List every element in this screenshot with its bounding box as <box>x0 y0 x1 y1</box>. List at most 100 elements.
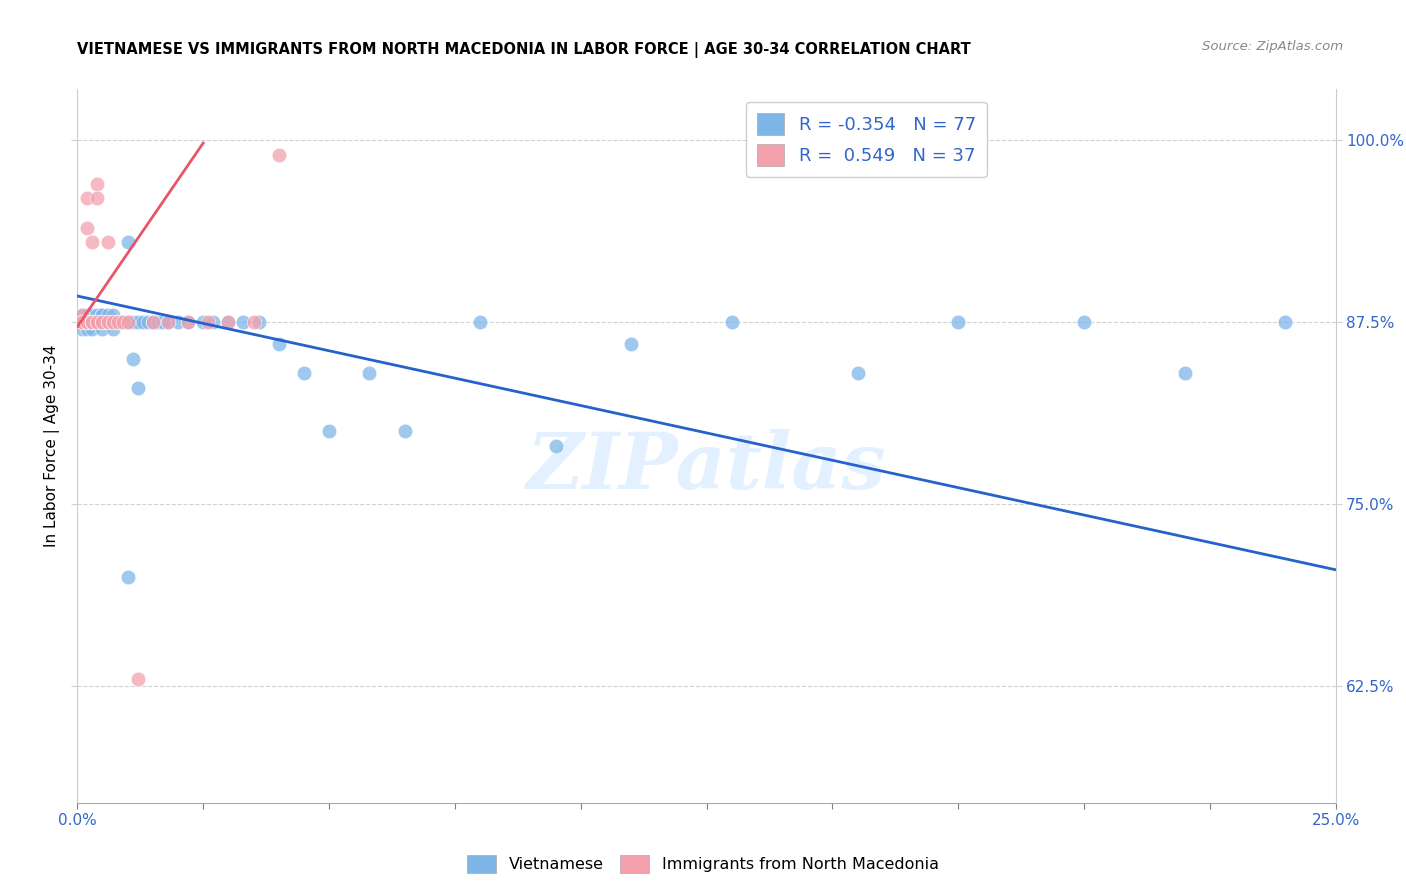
Point <box>76 191 98 205</box>
Point <box>76 315 98 329</box>
Point <box>96 315 118 329</box>
Point <box>107 315 129 329</box>
Point <box>82 322 104 336</box>
Point <box>76 315 98 329</box>
Point <box>91 315 114 329</box>
Point <box>111 315 134 329</box>
Point <box>91 315 114 329</box>
Point <box>121 315 143 329</box>
Point <box>96 315 118 329</box>
Point <box>156 315 179 329</box>
Point <box>72 308 94 322</box>
Point <box>156 315 179 329</box>
Point <box>117 570 139 584</box>
Point <box>86 315 108 329</box>
Point <box>111 315 134 329</box>
Point <box>86 308 108 322</box>
Point <box>620 337 643 351</box>
Point <box>197 315 219 329</box>
Point <box>91 315 114 329</box>
Point <box>142 315 165 329</box>
Point <box>72 315 94 329</box>
Point <box>72 315 94 329</box>
Point <box>76 315 98 329</box>
Point <box>242 315 264 329</box>
Point <box>177 315 200 329</box>
Y-axis label: In Labor Force | Age 30-34: In Labor Force | Age 30-34 <box>44 344 60 548</box>
Point <box>846 366 869 380</box>
Point <box>76 315 98 329</box>
Point <box>720 315 742 329</box>
Point <box>136 315 159 329</box>
Text: Source: ZipAtlas.com: Source: ZipAtlas.com <box>1202 40 1343 54</box>
Point <box>72 308 94 322</box>
Point <box>72 315 94 329</box>
Point <box>86 191 108 205</box>
Point <box>76 322 98 336</box>
Point <box>101 315 124 329</box>
Point <box>191 315 215 329</box>
Point <box>82 315 104 329</box>
Point <box>72 315 94 329</box>
Point <box>292 366 315 380</box>
Point <box>318 425 340 439</box>
Point <box>544 439 567 453</box>
Point <box>96 315 118 329</box>
Point <box>96 315 118 329</box>
Point <box>82 315 104 329</box>
Point <box>127 672 149 686</box>
Text: VIETNAMESE VS IMMIGRANTS FROM NORTH MACEDONIA IN LABOR FORCE | AGE 30-34 CORRELA: VIETNAMESE VS IMMIGRANTS FROM NORTH MACE… <box>77 42 972 58</box>
Point <box>96 315 118 329</box>
Point <box>101 308 124 322</box>
Point <box>86 315 108 329</box>
Point <box>76 315 98 329</box>
Point <box>101 322 124 336</box>
Point <box>107 315 129 329</box>
Point <box>86 315 108 329</box>
Point <box>167 315 190 329</box>
Point <box>96 308 118 322</box>
Point <box>117 235 139 249</box>
Point <box>101 315 124 329</box>
Point <box>247 315 270 329</box>
Point <box>86 315 108 329</box>
Point <box>217 315 239 329</box>
Point <box>82 315 104 329</box>
Point <box>127 381 149 395</box>
Point <box>82 235 104 249</box>
Legend: Vietnamese, Immigrants from North Macedonia: Vietnamese, Immigrants from North Macedo… <box>461 848 945 880</box>
Point <box>101 315 124 329</box>
Point <box>111 315 134 329</box>
Point <box>86 177 108 191</box>
Point <box>91 322 114 336</box>
Point <box>152 315 174 329</box>
Point <box>177 315 200 329</box>
Point <box>96 235 118 249</box>
Point <box>267 337 290 351</box>
Point <box>86 315 108 329</box>
Point <box>107 315 129 329</box>
Point <box>217 315 239 329</box>
Point <box>232 315 254 329</box>
Point <box>76 315 98 329</box>
Point <box>359 366 381 380</box>
Point <box>82 315 104 329</box>
Point <box>107 315 129 329</box>
Point <box>468 315 491 329</box>
Point <box>82 315 104 329</box>
Point <box>121 351 143 366</box>
Point <box>82 315 104 329</box>
Point <box>76 308 98 322</box>
Legend: R = -0.354   N = 77, R =  0.549   N = 37: R = -0.354 N = 77, R = 0.549 N = 37 <box>747 102 987 177</box>
Point <box>1274 315 1296 329</box>
Point <box>142 315 165 329</box>
Point <box>117 315 139 329</box>
Point <box>267 147 290 161</box>
Point <box>91 308 114 322</box>
Point <box>76 315 98 329</box>
Point <box>101 315 124 329</box>
Point <box>86 315 108 329</box>
Point <box>127 315 149 329</box>
Point <box>202 315 225 329</box>
Point <box>76 315 98 329</box>
